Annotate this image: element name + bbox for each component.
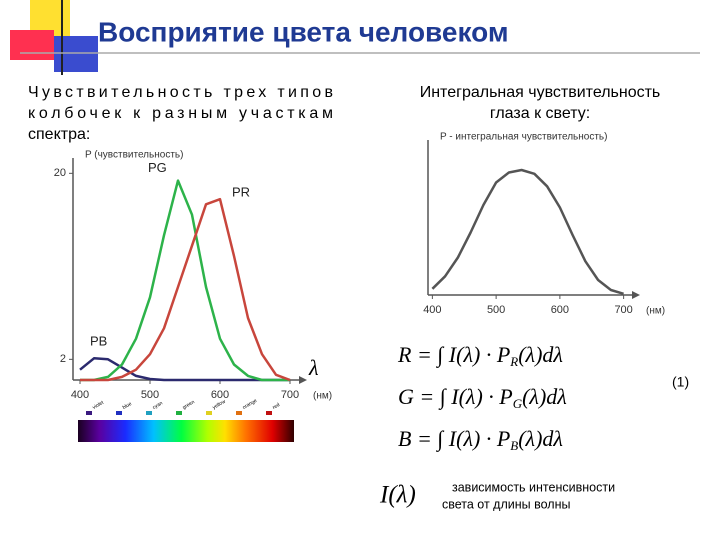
x-tick-label: 700 [614,304,632,316]
formula-part: B = ∫ I(λ) · P [398,426,510,452]
spectrum-label: violet [92,400,106,411]
note-text: света от длины волны [442,497,570,511]
series-label: PR [232,185,250,200]
spectrum-swatch [116,411,122,415]
formula-part: R = ∫ I(λ) · P [397,342,510,368]
formula-part: (λ)dλ [518,342,563,367]
series-label: PB [90,334,107,349]
x-axis-label: (нм) [646,306,665,317]
formula-part: G [513,396,523,411]
title: Восприятие цвета человеком [98,16,509,47]
deco-square [54,36,98,72]
y-axis-label: P - интегральная чувствительность) [440,132,607,143]
left-text: Чувствительность трех типов [28,84,333,101]
formula-part: G = ∫ I(λ) · P [398,384,513,410]
spectrum-swatch [266,411,272,415]
spectrum-label: cyan [152,400,164,411]
x-tick-label: 400 [423,304,441,316]
spectrum-label: blue [122,401,133,411]
x-tick-label: 400 [71,389,89,401]
spectrum-swatch [236,411,242,415]
right-text: глаза к свету: [490,105,590,122]
y-tick-label: 2 [60,353,66,365]
y-axis-label: P (чувствительность) [85,150,183,161]
spectrum-swatch [176,411,182,415]
series-line [431,168,624,295]
formula: B = ∫ I(λ) · PB(λ)dλ [398,426,563,453]
x-axis-label: (нм) [313,391,332,402]
spectrum-label: orange [242,398,259,411]
right-text: Интегральная чувствительность [420,84,661,101]
spectrum-swatch [86,411,92,415]
x-tick-label: 700 [281,389,299,401]
formula-part: B [510,438,518,453]
series-line [80,197,291,382]
note-text: зависимость интенсивности [452,480,615,494]
deco-square [10,30,54,60]
spectrum-swatch [146,411,152,415]
spectrum-label: green [182,399,196,411]
x-symbol: λ [308,355,319,380]
spectrum-swatch [206,411,212,415]
series-line [80,179,290,382]
x-tick-label: 600 [211,389,229,401]
y-tick-label: 20 [54,167,66,179]
formula: G = ∫ I(λ) · PG(λ)dλ [398,384,567,411]
left-text: колбочек к разным участкам [28,105,333,122]
spectrum-bar [78,420,294,442]
equation-number: (1) [672,374,689,390]
formula-part: R [509,354,518,369]
series-line [79,357,290,382]
formula-part: (λ)dλ [522,384,567,409]
x-tick-label: 500 [487,304,505,316]
formula-part: (λ)dλ [518,426,563,451]
x-arrow [632,291,640,299]
x-tick-label: 500 [141,389,159,401]
x-arrow [299,376,307,384]
intensity-symbol: I(λ) [379,482,416,509]
x-tick-label: 600 [551,304,569,316]
left-text: спектра: [28,126,90,143]
series-label: PG [148,160,167,175]
formula: R = ∫ I(λ) · PR(λ)dλ [397,342,563,369]
spectrum-label: red [272,402,281,411]
